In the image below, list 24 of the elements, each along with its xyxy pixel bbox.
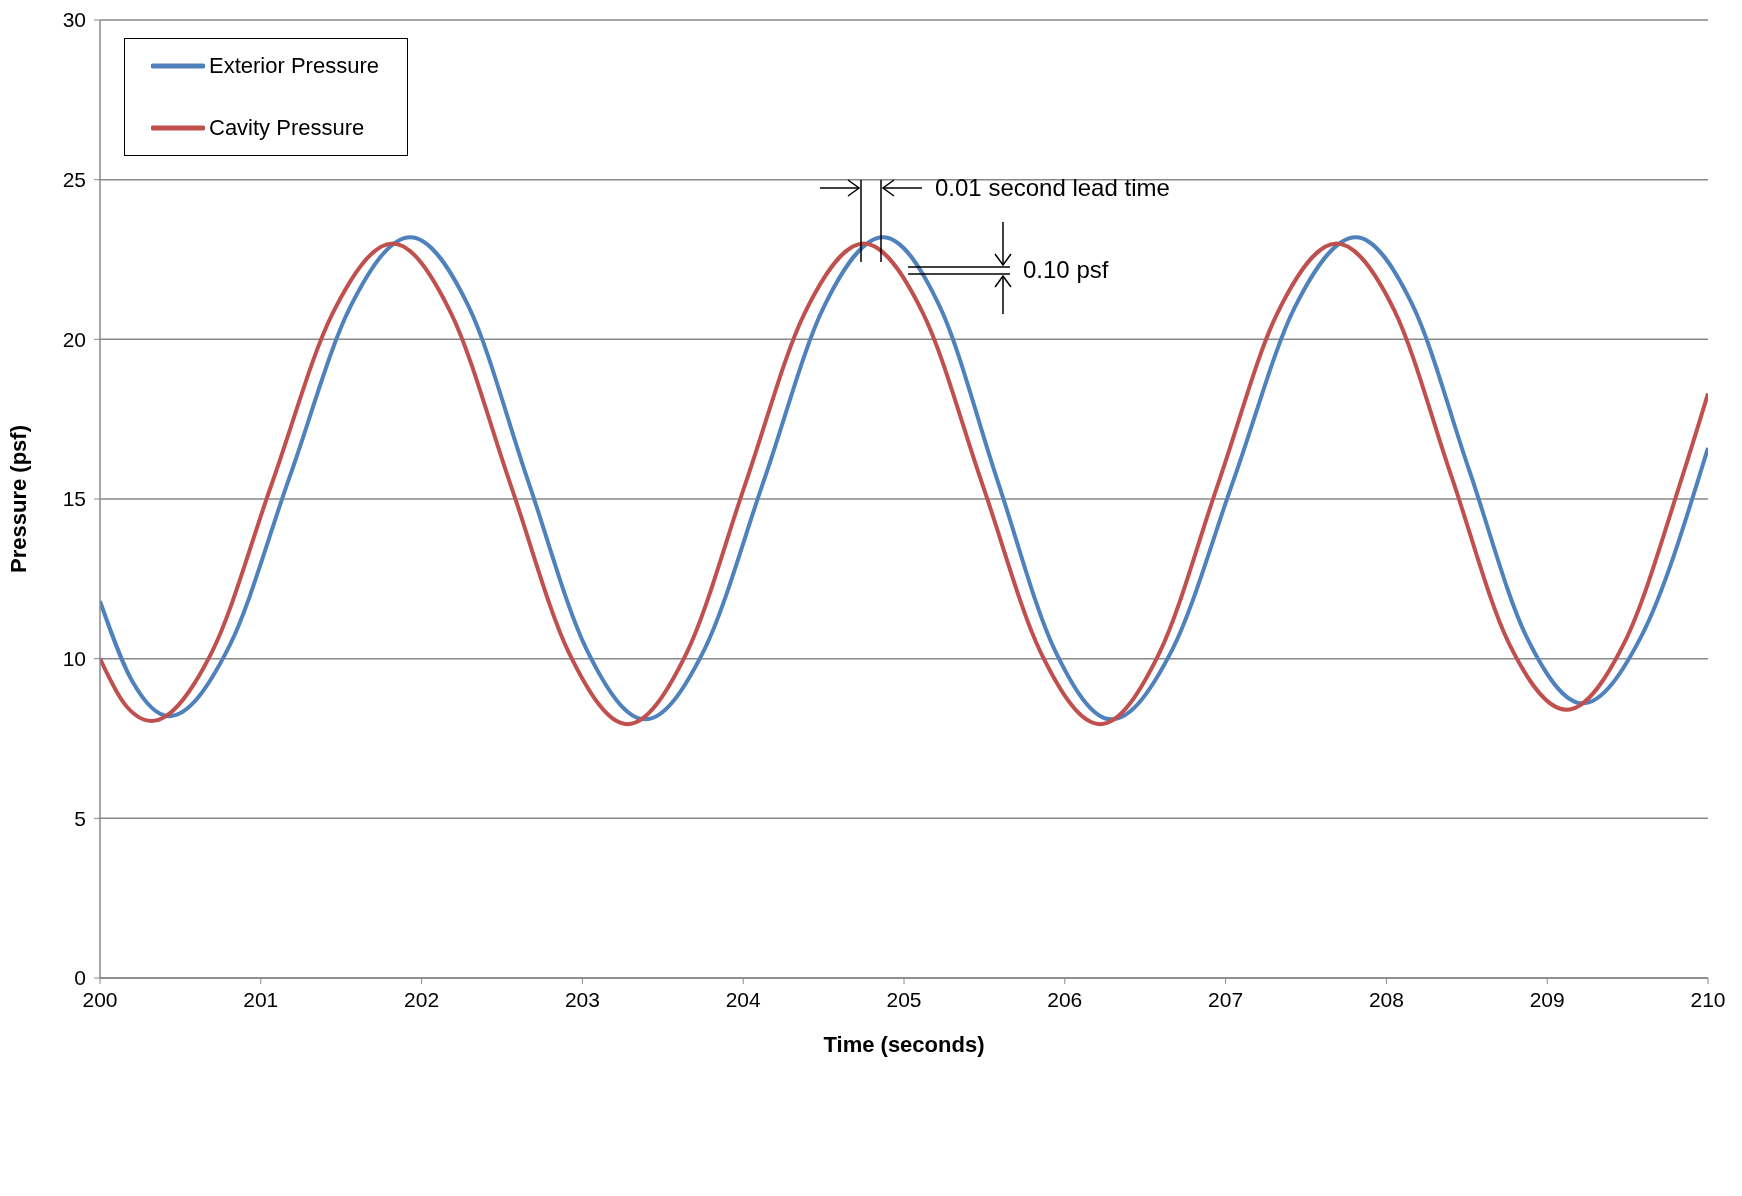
y-axis-title: Pressure (psf) xyxy=(5,425,31,573)
y-tick-label: 20 xyxy=(62,327,86,351)
x-tick-label: 209 xyxy=(1529,987,1565,1011)
x-tick-label: 207 xyxy=(1208,987,1244,1011)
annotation: 0.10 psf xyxy=(1023,256,1109,283)
y-tick-label: 5 xyxy=(74,806,86,830)
y-tick-label: 25 xyxy=(62,168,86,192)
x-axis-title: Time (seconds) xyxy=(823,1032,985,1057)
y-tick-label: 0 xyxy=(74,966,86,990)
x-tick-label: 205 xyxy=(886,987,922,1011)
x-tick-label: 208 xyxy=(1368,987,1404,1011)
annotation: 0.01 second lead time xyxy=(935,174,1170,201)
x-tick-label: 206 xyxy=(1047,987,1083,1011)
x-tick-label: 203 xyxy=(564,987,600,1011)
x-tick-label: 204 xyxy=(725,987,762,1011)
y-tick-label: 10 xyxy=(62,647,86,671)
x-tick-label: 200 xyxy=(82,987,118,1011)
y-tick-label: 15 xyxy=(62,487,86,511)
x-tick-label: 210 xyxy=(1690,987,1726,1011)
x-tick-label: 202 xyxy=(404,987,440,1011)
x-tick-label: 201 xyxy=(243,987,279,1011)
y-tick-label: 30 xyxy=(62,8,86,32)
legend-label: Cavity Pressure xyxy=(209,115,365,141)
legend-label: Exterior Pressure xyxy=(209,53,379,79)
